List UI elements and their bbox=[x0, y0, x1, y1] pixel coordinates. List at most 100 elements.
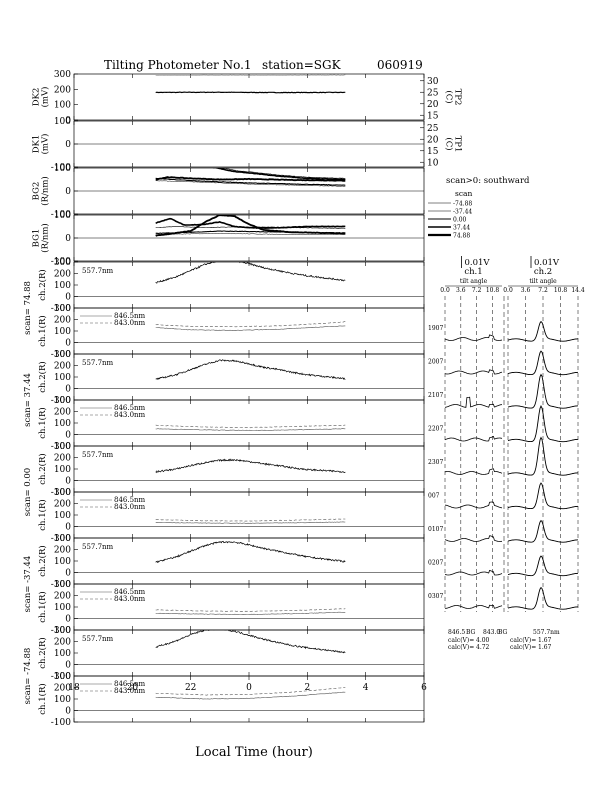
series-line bbox=[155, 611, 346, 615]
y-tick-label: -100 bbox=[51, 580, 71, 590]
x-tick-label: 18 bbox=[68, 683, 80, 693]
y-axis-label: ch.1(R) bbox=[37, 591, 48, 622]
y-axis-label: ch.1(R) bbox=[37, 407, 48, 438]
y-tick-label: 300 bbox=[54, 534, 71, 544]
scale-label: 0.01V bbox=[465, 258, 491, 268]
y-tick-label: 100 bbox=[54, 557, 71, 567]
series-line bbox=[155, 325, 346, 331]
spectrum-ch2 bbox=[507, 373, 579, 409]
legend-label: -37.44 bbox=[453, 209, 472, 216]
y-tick-label: 300 bbox=[54, 350, 71, 360]
legend-label: 37.44 bbox=[453, 225, 470, 232]
series-label: 843.0nm bbox=[114, 687, 146, 695]
y-tick-label: 100 bbox=[54, 649, 71, 659]
y-tick-label: 0 bbox=[65, 187, 71, 197]
spectrum-time-label: 2207 bbox=[428, 426, 443, 433]
tilt-tick-label: 7.2 bbox=[472, 287, 482, 294]
series-label: 846.5nm bbox=[114, 312, 146, 320]
spectrum-time-label: 2307 bbox=[428, 459, 443, 466]
spectrum-ch1 bbox=[444, 569, 503, 576]
spectrum-ch2 bbox=[507, 320, 579, 342]
spectrum-ch1 bbox=[444, 501, 503, 509]
series-line bbox=[155, 226, 346, 230]
scan-label: scan= -37.44 bbox=[23, 556, 33, 613]
y-axis-label: ch.2(R) bbox=[37, 269, 48, 300]
y-tick-label: 200 bbox=[54, 316, 71, 326]
x-tick-label: 2 bbox=[304, 683, 310, 693]
y-tick-label: 200 bbox=[54, 408, 71, 418]
spectrum-time-label: 0207 bbox=[428, 560, 443, 567]
scan-label: scan= 0.00 bbox=[23, 468, 33, 516]
spectrum-ch1 bbox=[444, 369, 503, 375]
x-tick-label: 22 bbox=[185, 683, 196, 693]
series-line bbox=[155, 176, 346, 182]
y-tick-label: 100 bbox=[54, 281, 71, 291]
date-label: 060919 bbox=[377, 58, 423, 72]
calc-value: 1.67 bbox=[538, 637, 552, 644]
y-tick-label: -100 bbox=[51, 718, 71, 728]
spectrum-ch2 bbox=[507, 519, 579, 543]
scan-label: scan= 37.44 bbox=[23, 373, 33, 427]
legend-label: 0.00 bbox=[453, 217, 467, 224]
y-tick-label: 300 bbox=[54, 70, 71, 80]
spectrum-ch1 bbox=[444, 435, 503, 442]
series-label: 843.0nm bbox=[114, 319, 146, 327]
tilt-tick-label: 14.4 bbox=[571, 287, 585, 294]
legend-label: 74.88 bbox=[453, 233, 470, 240]
series-line bbox=[155, 687, 346, 696]
y-axis-label: ch.2(R) bbox=[37, 361, 48, 392]
y2-tick-label: 25 bbox=[427, 124, 439, 134]
y2-tick-label: 15 bbox=[427, 111, 439, 121]
y-tick-label: 300 bbox=[54, 304, 71, 314]
y-tick-label: 200 bbox=[54, 362, 71, 372]
series-line bbox=[156, 100, 346, 103]
calc-value: 4.72 bbox=[476, 644, 490, 651]
series-label: 846.5nm bbox=[114, 404, 146, 412]
panel-frame bbox=[73, 445, 425, 493]
series-line bbox=[155, 232, 346, 236]
spectrum-time-label: 007 bbox=[428, 493, 440, 500]
series-line bbox=[155, 177, 346, 186]
series-label: 846.5nm bbox=[114, 680, 146, 688]
series-line bbox=[155, 359, 346, 380]
calc-label: calc(V)= bbox=[448, 644, 474, 651]
time-series-panels: 010020030015202530TP2(C)DK2(mV)-10001001… bbox=[23, 70, 463, 728]
series-line bbox=[212, 168, 346, 181]
spectrum-time-label: 2007 bbox=[428, 359, 443, 366]
y-tick-label: 100 bbox=[54, 603, 71, 613]
y-tick-label: 0 bbox=[65, 523, 71, 533]
panel-frame bbox=[73, 629, 425, 677]
calc-label: calc(V)= bbox=[448, 637, 474, 644]
y2-tick-label: 20 bbox=[427, 135, 439, 145]
spectrum-ch2 bbox=[507, 482, 579, 510]
series-label: 846.5nm bbox=[114, 496, 146, 504]
x-tick-label: 4 bbox=[363, 683, 369, 693]
spectrum-ch2 bbox=[507, 586, 579, 610]
y-tick-label: 0 bbox=[65, 431, 71, 441]
y-tick-label: 200 bbox=[54, 454, 71, 464]
series-label: 557.7nm bbox=[82, 359, 114, 367]
y-tick-label: -100 bbox=[51, 396, 71, 406]
y-tick-label: -100 bbox=[51, 163, 71, 173]
series-label: 846.5nm bbox=[114, 588, 146, 596]
series-line bbox=[155, 180, 346, 187]
series-line bbox=[155, 540, 346, 564]
y-tick-label: 100 bbox=[54, 465, 71, 475]
scan-label: scan= 74.88 bbox=[23, 281, 33, 335]
scale-label: 0.01V bbox=[534, 258, 560, 268]
y-tick-label: 100 bbox=[54, 164, 71, 174]
y-tick-label: 200 bbox=[54, 638, 71, 648]
spectrum-ch2 bbox=[507, 350, 579, 376]
y-tick-label: 200 bbox=[54, 270, 71, 280]
calc-label: calc(V)= bbox=[510, 637, 536, 644]
y-tick-label: 300 bbox=[54, 488, 71, 498]
tilt-tick-label: 3.6 bbox=[521, 287, 531, 294]
tilt-tick-label: 10.8 bbox=[554, 287, 568, 294]
series-label: 843.0nm bbox=[114, 503, 146, 511]
tilt-axis-label: tilt angle bbox=[460, 278, 488, 285]
